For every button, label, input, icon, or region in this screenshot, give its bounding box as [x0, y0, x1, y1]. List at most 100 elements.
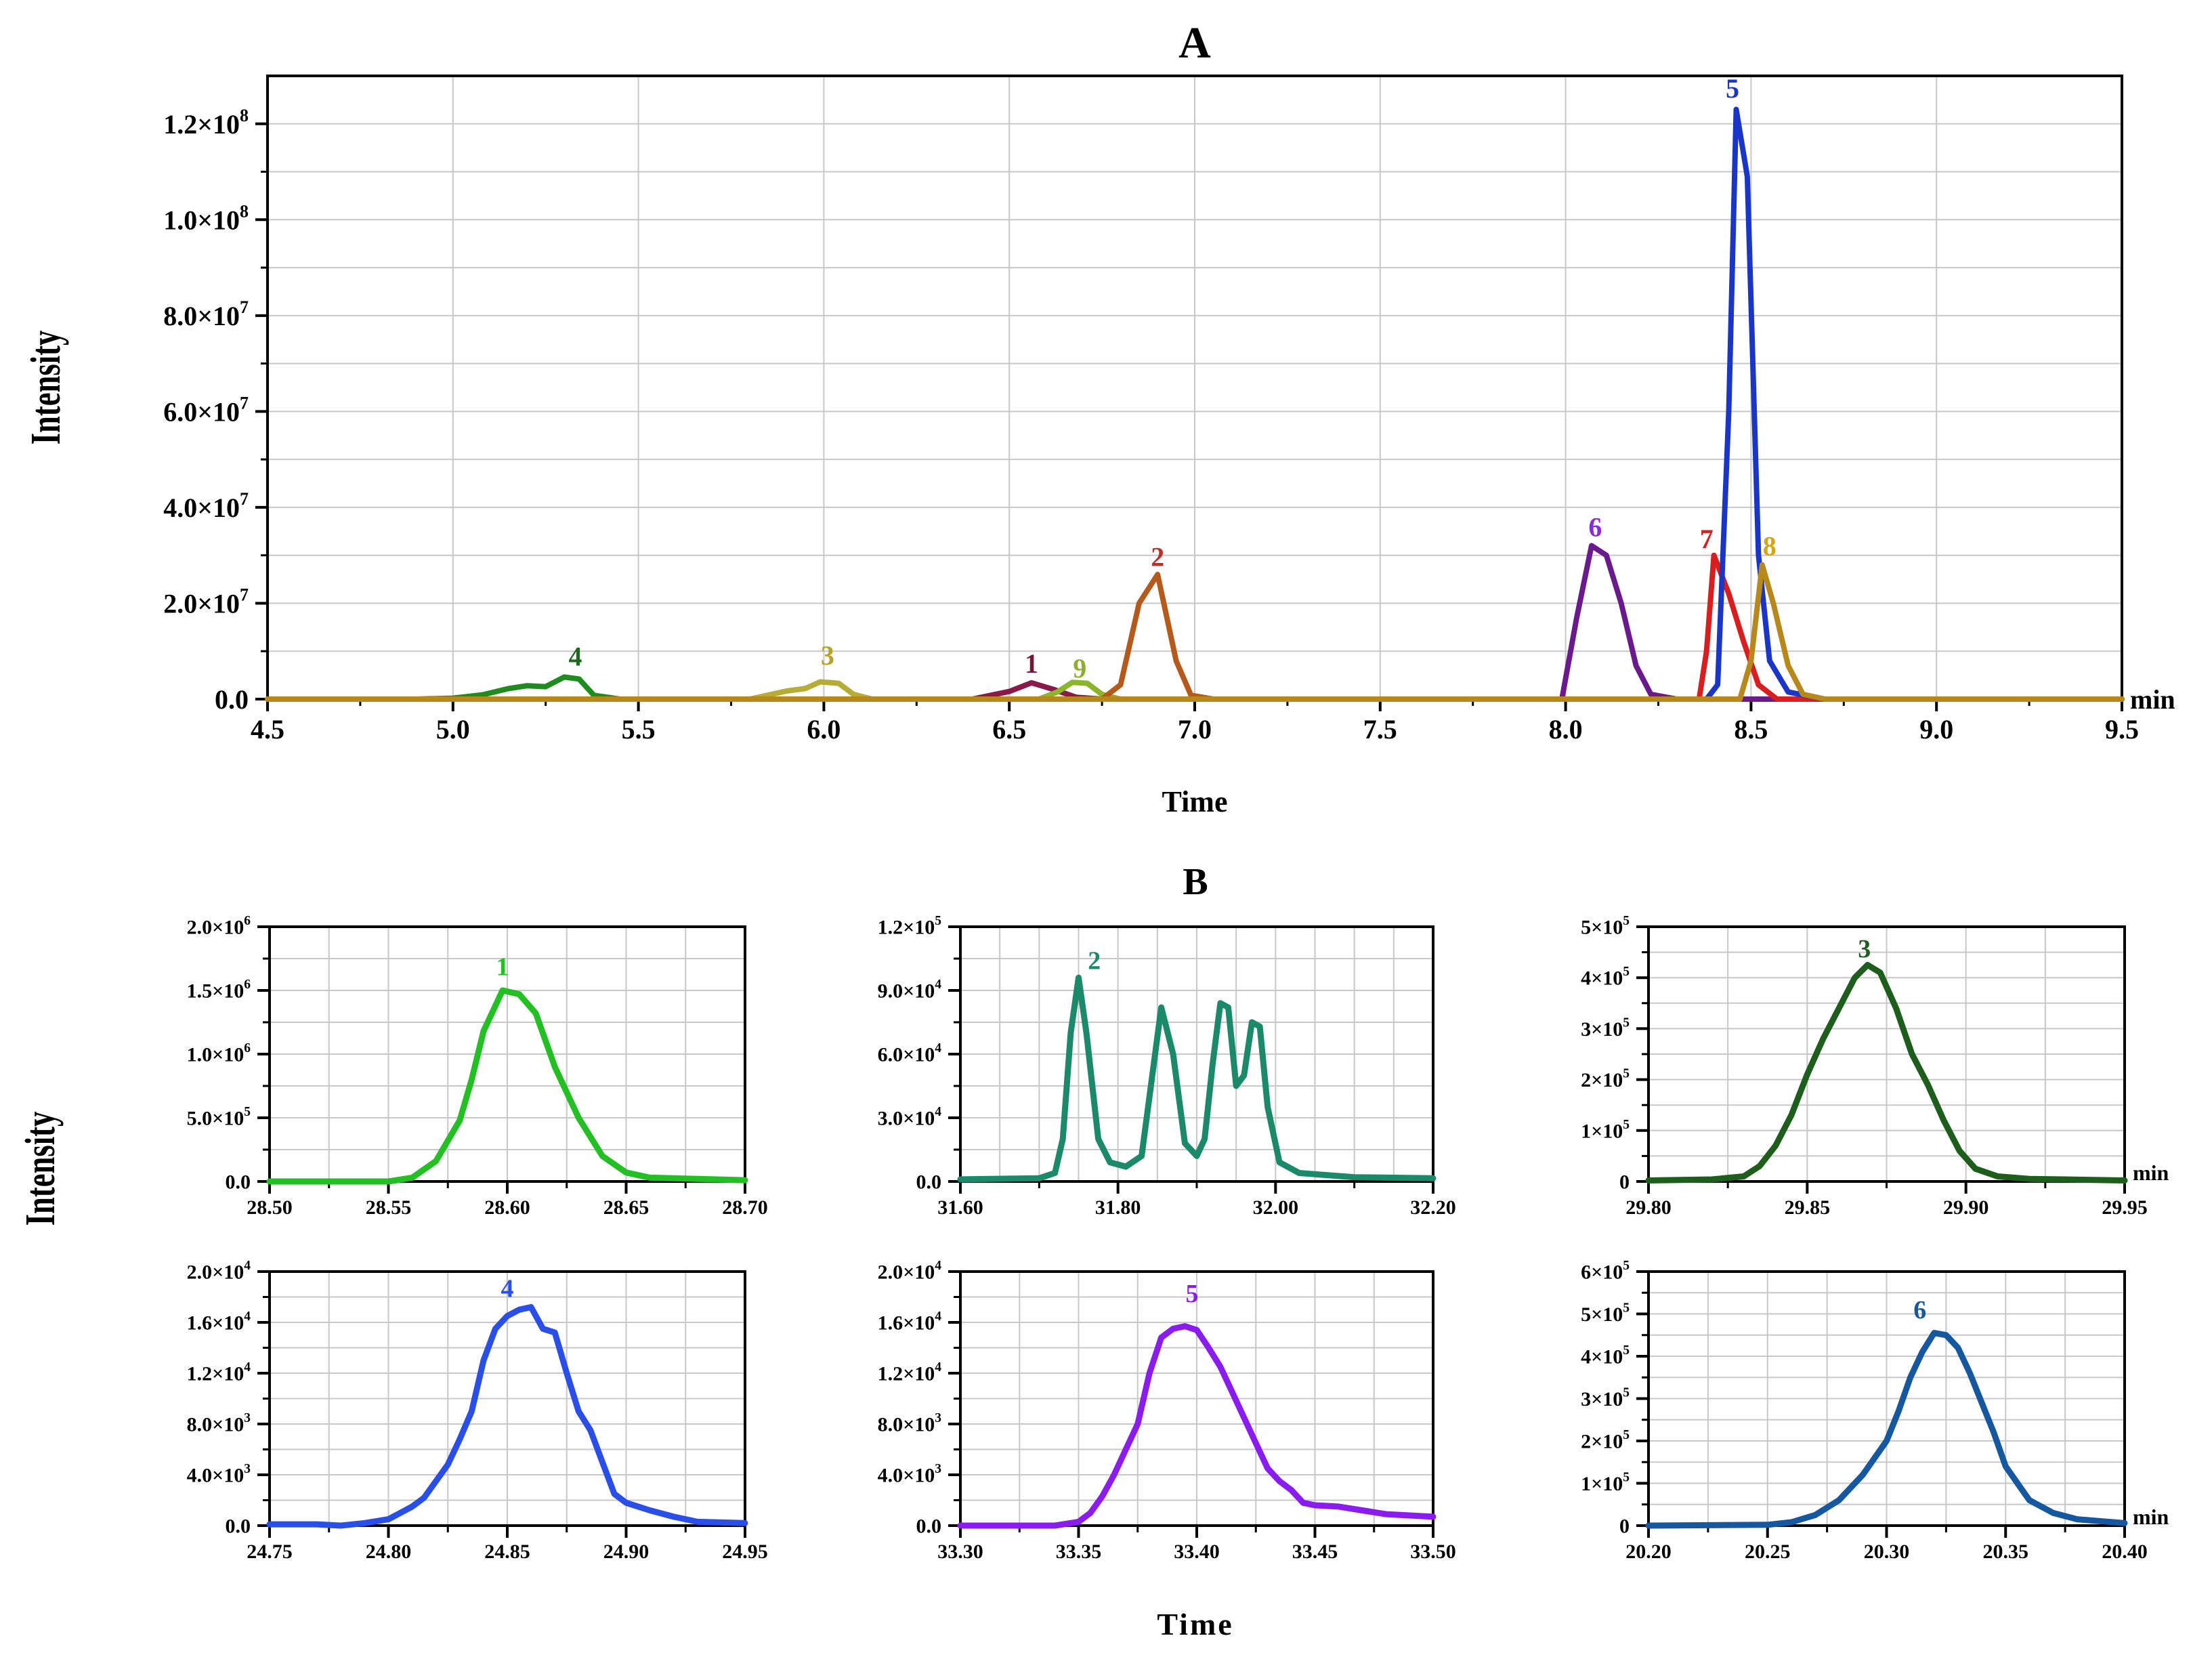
y-tick-label: 0.0: [916, 1171, 942, 1194]
x-unit-label: min: [2133, 1505, 2169, 1529]
chart-B2: 31.60 31.80 32.00 32.20 0.0 3.0×104 6.0×104 9.0…: [878, 914, 1456, 1219]
x-tick-label: 33.50: [1410, 1541, 1456, 1563]
y-tick-label: 4×105: [1581, 1343, 1630, 1368]
y-axis-title: Intensity: [22, 331, 69, 445]
x-tick-label: 20.35: [1983, 1541, 2029, 1563]
y-tick-label: 1.6×104: [878, 1310, 942, 1335]
series-line-3: [1645, 961, 2128, 1183]
y-tick-label: 1.0×106: [187, 1041, 251, 1066]
x-tick-label: 28.50: [247, 1196, 293, 1219]
x-tick-label: 20.30: [1864, 1541, 1910, 1563]
x-axis-title: Time: [1162, 785, 1228, 818]
y-tick-label: 1×105: [1581, 1118, 1630, 1143]
x-tick-label: 33.45: [1292, 1541, 1338, 1563]
peak-label-2: 2: [1088, 947, 1101, 976]
series-line-5: [957, 1323, 1437, 1529]
y-tick-label: 1.5×106: [187, 978, 251, 1003]
y-tick-label: 1.2×105: [878, 914, 942, 939]
series-line-6: [1645, 1330, 2128, 1529]
x-tick-label: 8.5: [1734, 714, 1768, 745]
x-tick-label: 20.25: [1745, 1541, 1791, 1563]
chart-B6: 20.20 20.25 20.30 20.35 20.40 0 1×105 2×105 3×10…: [1581, 1259, 2169, 1563]
x-tick-label: 24.90: [603, 1541, 650, 1563]
peak-label-1: 1: [496, 952, 509, 981]
chart-B4: 24.75 24.80 24.85 24.90 24.95 0.0 4.0×103 8.0×1…: [187, 1259, 768, 1563]
y-tick-label: 4.0×107: [163, 489, 249, 523]
y-tick-label: 2.0×104: [878, 1259, 942, 1284]
x-tick-label: 29.95: [2102, 1196, 2148, 1219]
x-tick-label: 20.40: [2102, 1541, 2148, 1563]
y-tick-label: 3.0×104: [878, 1105, 942, 1130]
x-tick-label: 6.0: [807, 714, 841, 745]
chart-B5: 33.30 33.35 33.40 33.45 33.50 0.0 4.0×103 8.0×1…: [878, 1259, 1456, 1563]
chart-title: A: [1178, 18, 1211, 68]
x-tick-label: 28.70: [722, 1196, 768, 1219]
y-tick-label: 1.2×108: [163, 106, 249, 140]
peak-label-1: 1: [1025, 648, 1038, 679]
y-tick-label: 2.0×107: [163, 585, 249, 619]
peak-label-7: 7: [1700, 524, 1714, 554]
x-tick-label: 24.95: [722, 1541, 768, 1563]
x-tick-label: 28.65: [603, 1196, 650, 1219]
y-tick-label: 3×105: [1581, 1015, 1630, 1041]
x-tick-label: 9.0: [1919, 714, 1953, 745]
x-tick-label: 31.60: [937, 1196, 983, 1219]
peak-label-8: 8: [1763, 531, 1777, 562]
peak-label-6: 6: [1913, 1296, 1926, 1324]
x-tick-label: 5.5: [622, 714, 656, 745]
y-tick-label: 6.0×107: [163, 393, 249, 427]
y-tick-label: 1×105: [1581, 1471, 1630, 1496]
x-tick-label: 29.85: [1785, 1196, 1831, 1219]
x-tick-label: 29.80: [1625, 1196, 1672, 1219]
x-tick-label: 24.80: [366, 1541, 412, 1563]
x-tick-label: 4.5: [251, 714, 284, 745]
x-tick-label: 31.80: [1095, 1196, 1141, 1219]
series-line-8: [265, 562, 2125, 702]
y-tick-label: 8.0×103: [878, 1411, 942, 1436]
y-tick-label: 8.0×103: [187, 1411, 251, 1436]
peak-label-4: 4: [569, 641, 582, 671]
y-tick-label: 1.0×108: [163, 201, 249, 235]
peak-label-3: 3: [821, 640, 834, 671]
x-tick-label: 5.0: [436, 714, 470, 745]
y-tick-label: 2.0×104: [187, 1259, 251, 1284]
peak-label-4: 4: [501, 1275, 514, 1303]
x-tick-label: 28.55: [366, 1196, 412, 1219]
y-tick-label: 4.0×103: [187, 1462, 251, 1487]
y-tick-label: 1.2×104: [878, 1360, 942, 1385]
y-tick-label: 4.0×103: [878, 1462, 942, 1487]
x-axis-title-B: Time: [1157, 1607, 1233, 1641]
x-tick-label: 32.00: [1253, 1196, 1299, 1219]
y-tick-label: 1.6×104: [187, 1310, 251, 1335]
series-line-1: [266, 987, 748, 1185]
y-tick-label: 8.0×107: [163, 297, 249, 331]
y-tick-label: 0: [1619, 1515, 1630, 1538]
chart-A: 4.5 5.0 5.5 6.0 6.5 7.0 7.5 8.0 8.5 9.0 9.5 0.0 2.0×…: [22, 18, 2175, 818]
y-tick-label: 0.0: [916, 1515, 942, 1538]
x-tick-label: 24.85: [484, 1541, 530, 1563]
x-tick-label: 8.0: [1549, 714, 1583, 745]
y-tick-label: 0.0: [226, 1171, 251, 1194]
section-title-B: B: [1183, 861, 1208, 903]
peak-label-9: 9: [1073, 653, 1086, 684]
x-tick-label: 7.5: [1363, 714, 1397, 745]
x-tick-label: 28.60: [484, 1196, 530, 1219]
y-tick-label: 2×105: [1581, 1067, 1630, 1092]
y-tick-label: 4×105: [1581, 965, 1630, 990]
y-tick-label: 0.0: [215, 684, 249, 715]
y-tick-label: 9.0×104: [878, 978, 942, 1003]
chart-B3: 29.80 29.85 29.90 29.95 0 1×105 2×105 3×105 4×10…: [1581, 914, 2169, 1219]
x-tick-label: 29.90: [1943, 1196, 1989, 1219]
x-tick-label: 33.30: [937, 1541, 983, 1563]
peak-label-5: 5: [1186, 1280, 1199, 1308]
y-tick-label: 0.0: [226, 1515, 251, 1538]
y-tick-label: 5.0×105: [187, 1105, 251, 1130]
chart-B1: 28.50 28.55 28.60 28.65 28.70 0.0 5.0×105 1.0×1…: [187, 914, 768, 1219]
y-axis-title-B: Intensity: [17, 1112, 64, 1226]
x-tick-label: 24.75: [247, 1541, 293, 1563]
x-tick-label: 20.20: [1625, 1541, 1672, 1563]
y-tick-label: 2×105: [1581, 1428, 1630, 1453]
y-tick-label: 1.2×104: [187, 1360, 251, 1385]
peak-label-3: 3: [1858, 935, 1871, 963]
